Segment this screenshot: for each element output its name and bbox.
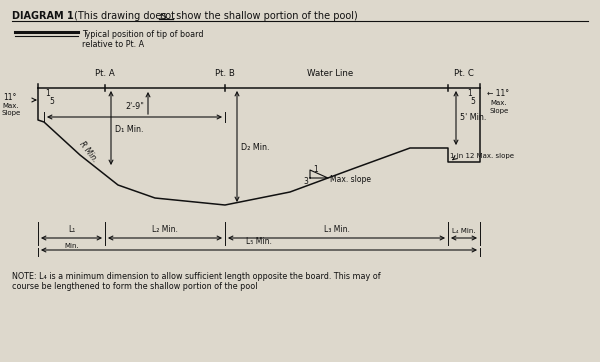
Text: 11°: 11° <box>3 93 16 102</box>
Text: 3: 3 <box>303 177 308 186</box>
Text: R Min.: R Min. <box>77 140 99 164</box>
Text: Typical position of tip of board: Typical position of tip of board <box>82 30 203 39</box>
Text: Slope: Slope <box>2 110 21 116</box>
Text: 5' Min.: 5' Min. <box>460 113 487 122</box>
Text: 1 in 12 Max. slope: 1 in 12 Max. slope <box>450 153 514 159</box>
Text: L₂ Min.: L₂ Min. <box>152 225 178 234</box>
Text: NOTE: L₄ is a minimum dimension to allow sufficient length opposite the board. T: NOTE: L₄ is a minimum dimension to allow… <box>12 272 380 281</box>
Text: 1: 1 <box>46 89 50 98</box>
Text: Pt. B: Pt. B <box>215 69 235 78</box>
Text: L₄ Min.: L₄ Min. <box>452 228 476 234</box>
Text: Min.: Min. <box>64 243 79 249</box>
Text: not: not <box>159 11 175 21</box>
Text: 5: 5 <box>470 97 475 105</box>
Text: 2'-9": 2'-9" <box>125 102 144 111</box>
Text: 1: 1 <box>314 165 319 174</box>
Text: DIAGRAM 1: DIAGRAM 1 <box>12 11 74 21</box>
Text: ← 11°: ← 11° <box>487 89 509 98</box>
Text: show the shallow portion of the pool): show the shallow portion of the pool) <box>173 11 358 21</box>
Text: Pt. A: Pt. A <box>95 69 115 78</box>
Text: L₁: L₁ <box>68 225 75 234</box>
Text: D₂ Min.: D₂ Min. <box>241 143 269 152</box>
Text: D₁ Min.: D₁ Min. <box>115 126 143 135</box>
Text: Slope: Slope <box>490 108 509 114</box>
Text: Pt. C: Pt. C <box>454 69 474 78</box>
Text: Water Line: Water Line <box>307 69 353 78</box>
Text: Max.: Max. <box>2 103 19 109</box>
Text: Max. slope: Max. slope <box>330 176 371 185</box>
Text: L₃ Min.: L₃ Min. <box>323 225 349 234</box>
Text: Max.: Max. <box>490 100 506 106</box>
Text: 1: 1 <box>467 89 472 98</box>
Text: relative to Pt. A: relative to Pt. A <box>82 40 144 49</box>
Text: (This drawing does: (This drawing does <box>74 11 170 21</box>
Text: L₅ Min.: L₅ Min. <box>246 237 272 246</box>
Text: course be lengthened to form the shallow portion of the pool: course be lengthened to form the shallow… <box>12 282 257 291</box>
Text: 5: 5 <box>50 97 55 105</box>
